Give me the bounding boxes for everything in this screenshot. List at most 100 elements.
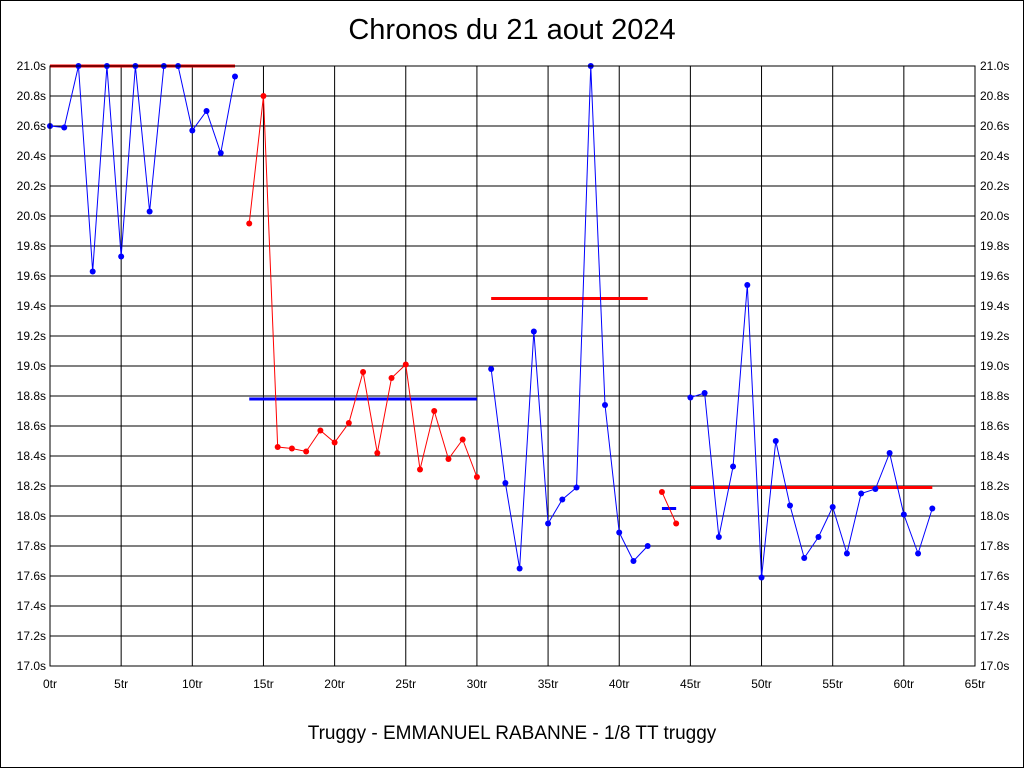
- lap-point: [189, 127, 196, 134]
- x-tick-label: 10tr: [182, 677, 203, 691]
- lap-point: [687, 394, 694, 401]
- lap-point: [886, 450, 893, 456]
- lap-point: [559, 496, 566, 503]
- lap-point: [630, 558, 637, 564]
- y-tick-label-left: 20.2s: [17, 179, 46, 193]
- x-tick-label: 5tr: [114, 677, 128, 691]
- lap-point: [345, 420, 352, 426]
- y-tick-label-left: 18.8s: [17, 389, 46, 403]
- lap-point: [360, 369, 367, 375]
- y-tick-label-left: 20.4s: [17, 149, 46, 163]
- x-tick-label: 40tr: [609, 677, 630, 691]
- y-tick-label-right: 20.6s: [980, 119, 1009, 133]
- x-tick-label: 20tr: [324, 677, 345, 691]
- y-tick-label-left: 21.0s: [17, 59, 46, 73]
- lap-point: [772, 438, 779, 444]
- x-tick-label: 15tr: [253, 677, 274, 691]
- y-tick-label-right: 18.6s: [980, 419, 1009, 433]
- lap-point: [431, 408, 438, 414]
- lap-point: [374, 450, 381, 456]
- lap-point: [673, 520, 680, 527]
- plot-border: [49, 65, 976, 667]
- lap-point: [872, 486, 879, 492]
- lap-point: [388, 375, 395, 381]
- x-tick-label: 25tr: [395, 677, 416, 691]
- series-line: [490, 65, 649, 569]
- y-tick-label-right: 18.2s: [980, 479, 1009, 493]
- lap-point: [331, 439, 338, 446]
- lap-point: [815, 534, 822, 540]
- y-tick-label-left: 17.2s: [17, 629, 46, 643]
- lap-point: [843, 550, 850, 557]
- y-tick-label-left: 17.4s: [17, 599, 46, 613]
- y-tick-label-left: 19.0s: [17, 359, 46, 373]
- lap-point: [317, 427, 324, 434]
- x-tick-label: 45tr: [680, 677, 701, 691]
- x-tick-label: 65tr: [965, 677, 986, 691]
- lap-point: [573, 484, 580, 491]
- y-tick-label-right: 20.4s: [980, 149, 1009, 163]
- lap-point: [829, 504, 836, 510]
- lap-point: [459, 436, 466, 443]
- lap-point: [530, 328, 537, 335]
- series-line: [690, 284, 933, 578]
- lap-point: [915, 550, 922, 557]
- lap-point: [246, 220, 253, 227]
- y-tick-label-left: 19.2s: [17, 329, 46, 343]
- y-tick-label-right: 19.6s: [980, 269, 1009, 283]
- lap-point: [303, 448, 310, 455]
- y-tick-label-left: 17.6s: [17, 569, 46, 583]
- y-tick-label-left: 19.6s: [17, 269, 46, 283]
- lap-point: [758, 574, 765, 581]
- x-tick-label: 35tr: [538, 677, 559, 691]
- y-tick-label-left: 20.6s: [17, 119, 46, 133]
- lap-point: [146, 208, 153, 215]
- y-tick-label-right: 20.8s: [980, 89, 1009, 103]
- lap-point: [61, 124, 68, 131]
- lap-point: [858, 490, 865, 497]
- lap-point: [787, 502, 793, 509]
- lap-point: [89, 268, 96, 275]
- y-tick-label-left: 18.6s: [17, 419, 46, 433]
- lap-point: [232, 73, 238, 80]
- y-tick-label-right: 19.4s: [980, 299, 1009, 313]
- lap-point: [118, 253, 125, 260]
- lap-point: [730, 463, 737, 470]
- lap-point: [715, 534, 722, 540]
- lap-point: [473, 474, 480, 480]
- y-tick-label-left: 18.2s: [17, 479, 46, 493]
- y-tick-label-left: 19.8s: [17, 239, 46, 253]
- lap-point: [545, 520, 552, 527]
- y-tick-label-left: 20.0s: [17, 209, 46, 223]
- lap-point: [929, 505, 936, 512]
- lap-point: [900, 511, 907, 518]
- lap-point: [217, 150, 224, 156]
- y-tick-label-right: 17.8s: [980, 539, 1009, 553]
- lap-point: [260, 93, 267, 99]
- x-tick-label: 0tr: [43, 677, 57, 691]
- lap-point: [744, 282, 751, 288]
- lap-point: [502, 480, 509, 486]
- lap-point: [445, 456, 452, 462]
- lap-point: [288, 445, 295, 452]
- y-tick-label-right: 19.8s: [980, 239, 1009, 253]
- series-line: [661, 491, 677, 524]
- chart-subtitle: Truggy - EMMANUEL RABANNE - 1/8 TT trugg…: [307, 723, 717, 744]
- lap-point: [616, 529, 623, 536]
- y-tick-label-right: 18.4s: [980, 449, 1009, 463]
- y-tick-label-right: 20.0s: [980, 209, 1009, 223]
- y-tick-label-right: 21.0s: [980, 59, 1009, 73]
- x-tick-label: 30tr: [467, 677, 488, 691]
- series-line: [49, 65, 236, 272]
- y-tick-label-right: 17.0s: [980, 659, 1009, 673]
- lap-point: [488, 366, 495, 372]
- lap-point: [417, 466, 423, 473]
- lap-point: [801, 555, 808, 561]
- y-tick-label-right: 17.4s: [980, 599, 1009, 613]
- x-tick-label: 60tr: [894, 677, 915, 691]
- y-tick-label-right: 17.6s: [980, 569, 1009, 583]
- lap-point: [644, 543, 651, 549]
- y-tick-label-left: 18.0s: [17, 509, 46, 523]
- lap-point: [658, 489, 665, 495]
